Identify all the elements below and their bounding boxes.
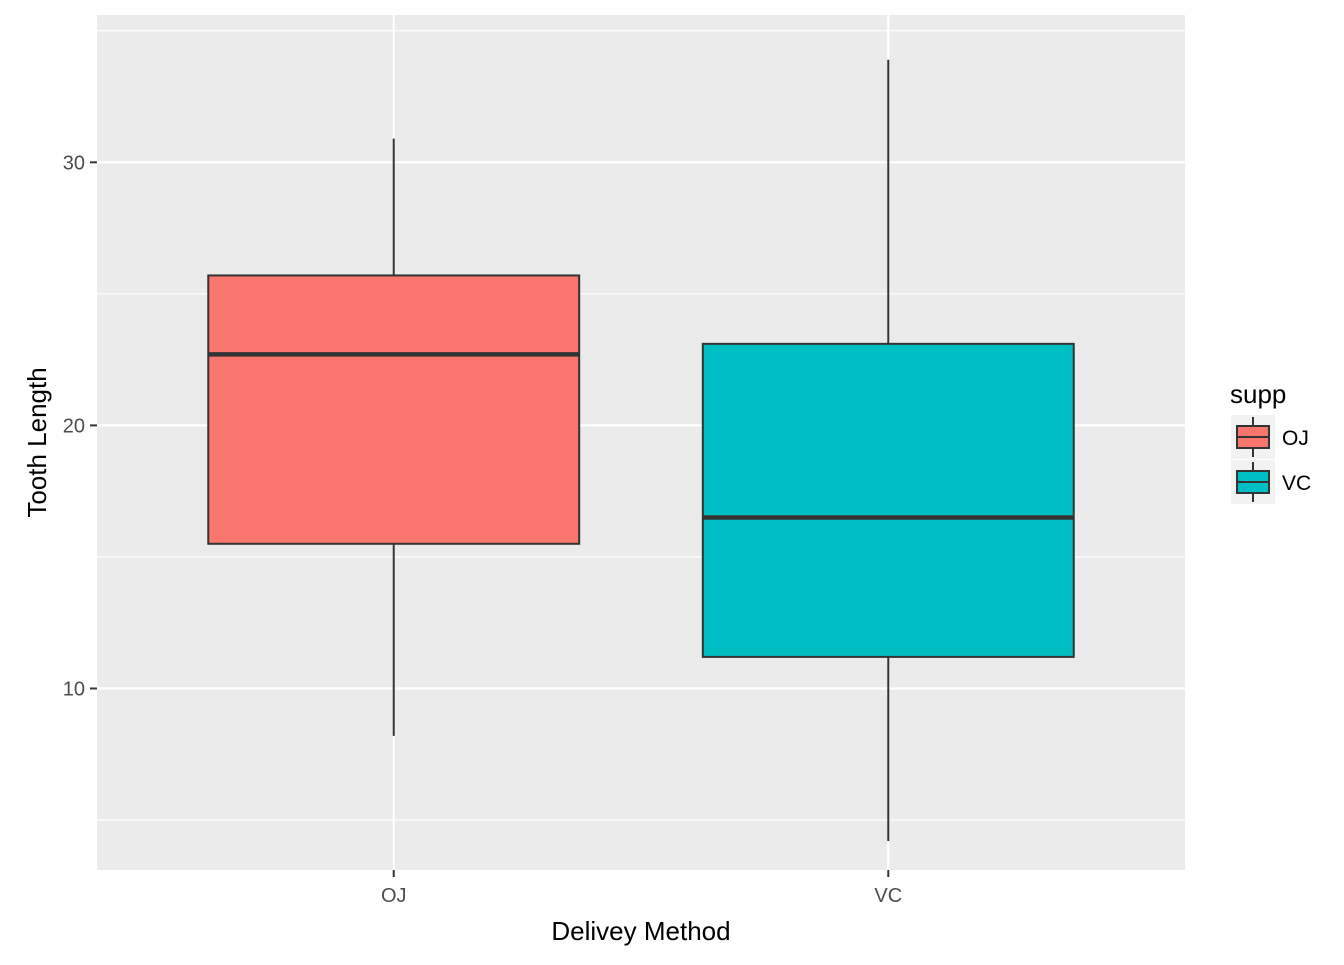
legend-label: OJ [1282, 427, 1309, 450]
legend-entry-vc: VC [1231, 460, 1311, 504]
legend-entry-oj: OJ [1231, 415, 1309, 459]
x-axis: OJ VC [381, 870, 902, 907]
y-tick-label: 10 [63, 678, 85, 700]
legend-title: supp [1230, 379, 1286, 409]
x-tick-label: VC [874, 885, 902, 907]
y-axis-title: Tooth Length [22, 367, 52, 517]
legend: supp OJ VC [1230, 379, 1311, 504]
x-tick-label: OJ [381, 885, 407, 907]
legend-keys: OJ VC [1231, 415, 1311, 504]
y-tick-label: 30 [63, 152, 85, 174]
box-iqr [701, 342, 1075, 658]
legend-label: VC [1282, 472, 1311, 495]
box-iqr [207, 274, 581, 545]
box-vc [701, 59, 1075, 842]
y-axis: 10 20 30 [63, 152, 97, 700]
box-oj [207, 138, 581, 736]
box-layer [207, 59, 1075, 842]
x-axis-title: Delivey Method [551, 916, 730, 946]
y-tick-label: 20 [63, 415, 85, 437]
